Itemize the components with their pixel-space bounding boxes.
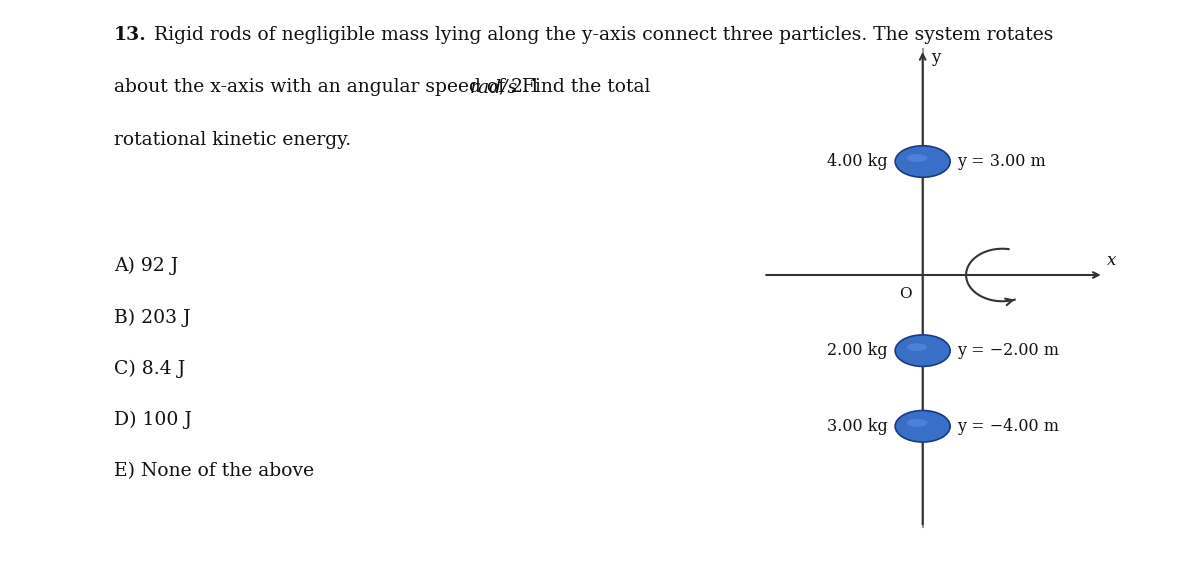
Text: x: x: [1108, 252, 1117, 269]
Ellipse shape: [907, 154, 928, 162]
Text: Rigid rods of negligible mass lying along the y-axis connect three particles. Th: Rigid rods of negligible mass lying alon…: [148, 26, 1052, 44]
Text: D) 100 J: D) 100 J: [114, 411, 192, 429]
Text: y = −4.00 m: y = −4.00 m: [958, 418, 1060, 435]
Text: B) 203 J: B) 203 J: [114, 308, 191, 327]
Text: about the x-axis with an angular speed of 2.1: about the x-axis with an angular speed o…: [114, 78, 547, 96]
Text: rad/s: rad/s: [469, 78, 517, 96]
Ellipse shape: [907, 419, 928, 427]
Text: 3.00 kg: 3.00 kg: [827, 418, 888, 435]
Text: E) None of the above: E) None of the above: [114, 463, 314, 481]
Text: y = 3.00 m: y = 3.00 m: [958, 153, 1046, 170]
Text: y = −2.00 m: y = −2.00 m: [958, 342, 1060, 359]
Text: 13.: 13.: [114, 26, 146, 44]
Ellipse shape: [895, 146, 950, 177]
Text: O: O: [899, 287, 912, 300]
Ellipse shape: [907, 343, 928, 351]
Text: 2.00 kg: 2.00 kg: [827, 342, 888, 359]
Ellipse shape: [895, 411, 950, 442]
Text: . Find the total: . Find the total: [510, 78, 650, 96]
Text: y: y: [931, 49, 941, 66]
Text: C) 8.4 J: C) 8.4 J: [114, 360, 185, 378]
Text: 4.00 kg: 4.00 kg: [827, 153, 888, 170]
Text: A) 92 J: A) 92 J: [114, 257, 179, 275]
Text: rotational kinetic energy.: rotational kinetic energy.: [114, 131, 352, 149]
Ellipse shape: [895, 335, 950, 367]
